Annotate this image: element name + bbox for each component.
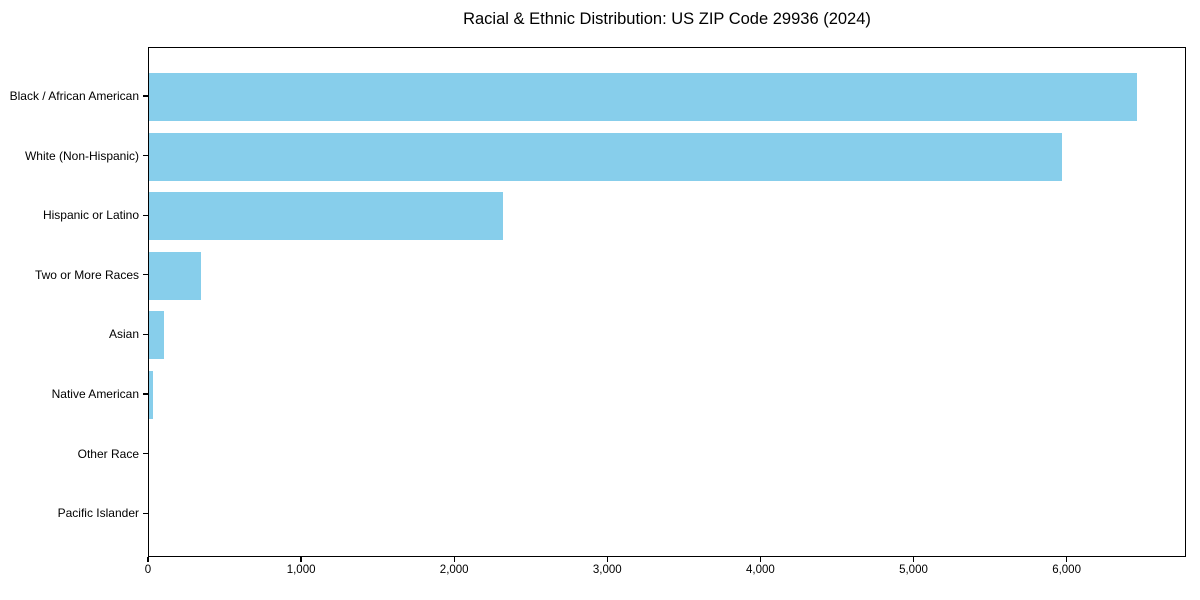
bar [149, 132, 1062, 181]
y-axis-label: Two or More Races [34, 267, 139, 282]
y-axis-label: White (Non-Hispanic) [24, 148, 139, 163]
chart-title: Racial & Ethnic Distribution: US ZIP Cod… [463, 10, 871, 28]
x-axis-tick [912, 557, 915, 562]
x-axis-tick [453, 557, 455, 562]
x-axis-tick [606, 557, 608, 562]
y-axis-tick [143, 154, 148, 157]
bar [149, 251, 202, 300]
y-axis-tick [143, 393, 148, 395]
x-axis-tick-label: 0 [144, 564, 152, 576]
x-axis-tick-label: 2,000 [439, 564, 469, 576]
x-axis-tick [759, 557, 762, 562]
bar [149, 192, 503, 241]
y-axis-tick [143, 214, 148, 216]
x-axis-tick-label: 1,000 [286, 564, 316, 576]
y-axis-label: Native American [51, 387, 139, 401]
y-axis-tick [143, 333, 148, 336]
y-axis-tick [143, 512, 148, 514]
y-axis-tick [143, 452, 148, 455]
x-axis-tick-label: 6,000 [1052, 564, 1081, 576]
plot-area [148, 47, 1186, 557]
y-axis-tick [143, 95, 148, 97]
bar [149, 311, 165, 360]
bar [149, 371, 153, 419]
x-axis-tick [300, 557, 302, 562]
y-axis-label: Other Race [77, 446, 139, 461]
y-axis-label: Pacific Islander [57, 506, 139, 521]
bar [149, 73, 1137, 121]
x-axis-tick-label: 5,000 [899, 564, 928, 576]
x-axis-tick-label: 4,000 [745, 564, 775, 576]
y-axis-tick [143, 274, 148, 276]
y-axis-label: Black / African American [9, 89, 139, 103]
x-axis-tick-label: 3,000 [592, 564, 622, 576]
x-axis-tick [147, 557, 149, 562]
x-axis-tick [1065, 557, 1068, 562]
y-axis-label: Asian [108, 327, 139, 342]
y-axis-label: Hispanic or Latino [42, 208, 139, 223]
